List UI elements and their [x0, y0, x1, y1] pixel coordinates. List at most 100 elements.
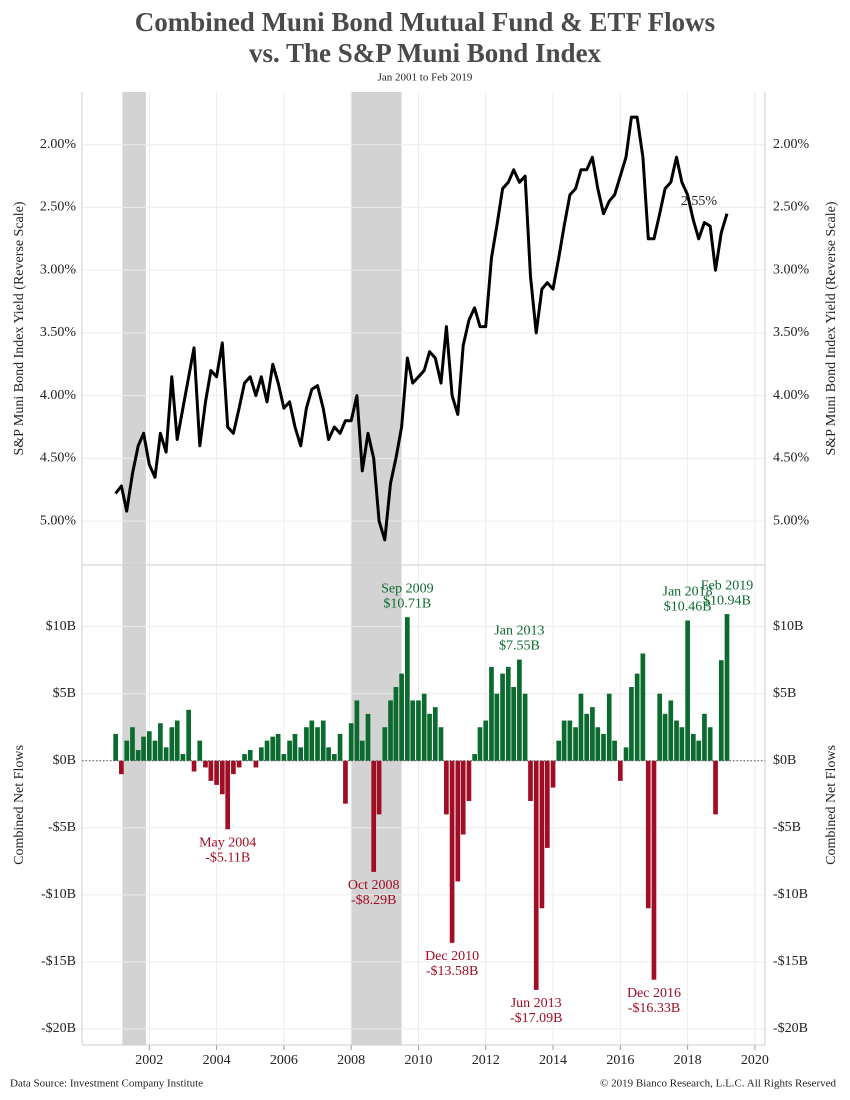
annotation-value: -$8.29B	[351, 893, 397, 908]
flow-bar	[174, 720, 180, 761]
y2-tick-label: -$10B	[773, 887, 808, 902]
annotation-date: Jan 2018	[663, 585, 713, 600]
y-tick-label: 2.00%	[40, 137, 77, 152]
flow-bar	[533, 760, 539, 990]
x-tick-label: 2008	[337, 1053, 365, 1068]
x-tick-label: 2012	[472, 1053, 500, 1068]
annotation-date: Jan 2013	[494, 624, 544, 639]
flow-bar	[191, 760, 197, 772]
flow-bar	[584, 713, 590, 761]
annotation-value: $10.94B	[703, 593, 751, 608]
flow-bar	[590, 707, 595, 761]
x-tick-label: 2020	[741, 1053, 769, 1068]
y-tick-label: $0B	[53, 753, 76, 768]
x-tick-label: 2018	[674, 1053, 702, 1068]
flow-bar	[544, 760, 550, 848]
flow-bar	[674, 720, 679, 761]
flow-bar	[657, 693, 663, 761]
flow-bar	[432, 707, 438, 761]
y2-tick-label: $10B	[773, 619, 803, 634]
flow-bar	[556, 740, 562, 761]
y2-tick-label: $0B	[773, 753, 796, 768]
flow-bar	[662, 713, 668, 761]
y-tick-label: 3.00%	[40, 262, 77, 277]
y-tick-label: $5B	[53, 686, 76, 701]
background	[82, 92, 765, 1045]
flow-bar	[376, 760, 382, 815]
flow-bar	[539, 760, 545, 909]
y2-tick-label: 3.00%	[773, 262, 810, 277]
flow-bar	[146, 731, 152, 761]
y2-tick-label: 3.50%	[773, 325, 810, 340]
y2-tick-label: 2.00%	[773, 137, 810, 152]
flow-bar	[320, 720, 326, 761]
y2-axis-title: Combined Net Flows	[824, 745, 839, 865]
flow-bar	[326, 747, 331, 761]
x-tick-label: 2016	[606, 1053, 634, 1068]
y-tick-label: $10B	[46, 619, 76, 634]
copyright: © 2019 Bianco Research, L.L.C. All Right…	[600, 1078, 836, 1090]
flow-bar	[371, 760, 377, 872]
flow-bar	[668, 700, 674, 761]
flow-bar	[561, 720, 567, 761]
flow-bar	[578, 693, 584, 761]
flow-bar	[393, 687, 399, 761]
flow-bar	[690, 733, 696, 761]
title-line: vs. The S&P Muni Bond Index	[249, 38, 602, 68]
flow-bar	[281, 754, 287, 761]
y-tick-label: -$15B	[41, 954, 76, 969]
flow-bar	[460, 760, 466, 835]
flow-bar	[399, 673, 404, 761]
source: Data Source: Investment Company Institut…	[10, 1078, 203, 1090]
flow-bar	[629, 687, 634, 761]
flow-bar	[141, 736, 146, 761]
y-tick-label: 3.50%	[40, 325, 77, 340]
flow-bar	[219, 760, 225, 795]
flow-bar	[595, 727, 601, 761]
flow-bar	[573, 727, 578, 761]
flow-bar	[270, 736, 276, 761]
y-tick-label: -$20B	[41, 1021, 76, 1036]
flow-bar	[180, 754, 186, 761]
x-tick-label: 2002	[135, 1053, 163, 1068]
annotation-value: -$16.33B	[628, 1001, 681, 1016]
flow-bar	[264, 740, 270, 761]
annotation-date: Sep 2009	[381, 581, 434, 596]
y2-tick-label: -$15B	[773, 954, 808, 969]
flow-bar	[416, 700, 421, 761]
flow-bar	[298, 747, 304, 761]
x-tick-label: 2014	[539, 1053, 567, 1068]
x-tick-label: 2010	[404, 1053, 432, 1068]
flow-bar	[702, 713, 707, 761]
x-tick-label: 2004	[203, 1053, 231, 1068]
annotation-value: -$17.09B	[510, 1011, 563, 1026]
flow-bar	[617, 760, 623, 781]
flow-bar	[163, 747, 169, 761]
flow-bar	[359, 740, 365, 761]
annotation-date: Dec 2010	[425, 949, 479, 964]
y2-tick-label: 4.00%	[773, 388, 810, 403]
flow-bar	[500, 673, 505, 761]
x-tick-label: 2006	[270, 1053, 298, 1068]
flow-bar	[606, 693, 612, 761]
flow-bar	[203, 760, 208, 768]
flow-bar	[634, 673, 640, 761]
y-tick-label: 4.50%	[40, 451, 77, 466]
flow-bar	[483, 720, 489, 761]
flow-bar	[550, 760, 556, 788]
flow-bar	[472, 754, 477, 761]
flow-bar	[214, 760, 219, 785]
y2-tick-label: $5B	[773, 686, 796, 701]
y-tick-label: -$10B	[41, 887, 76, 902]
flow-bar	[304, 727, 309, 761]
flow-bar	[197, 740, 203, 761]
y-tick-label: 4.00%	[40, 388, 77, 403]
flow-bar	[528, 760, 533, 801]
flow-bar	[388, 700, 393, 761]
flow-bar	[724, 614, 730, 761]
subtitle: Jan 2001 to Feb 2019	[378, 72, 473, 84]
flow-bar	[253, 760, 259, 768]
flow-bar	[119, 760, 124, 775]
